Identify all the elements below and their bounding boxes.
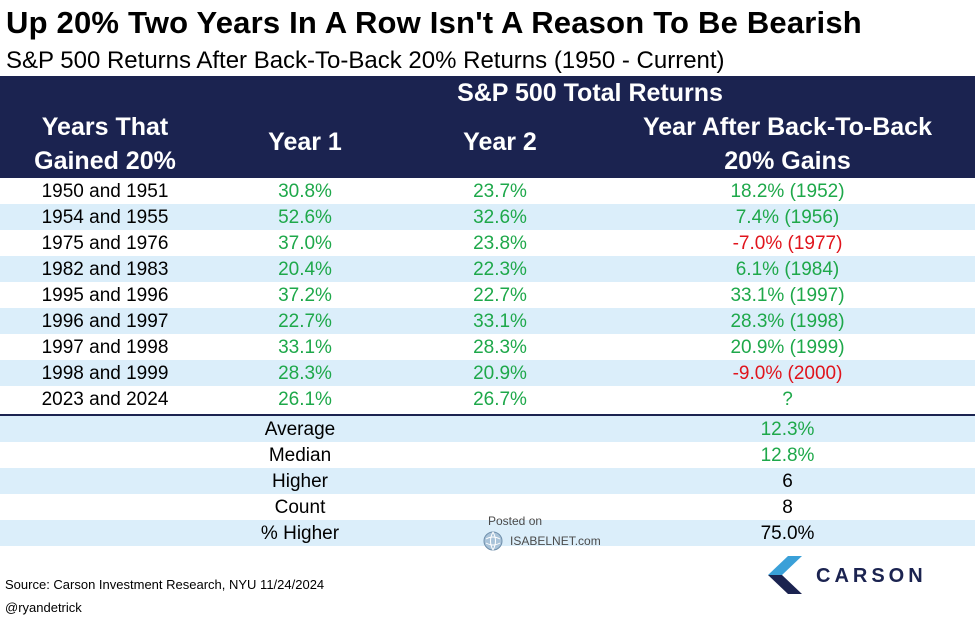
cell-year1: 37.0% — [278, 233, 332, 254]
summary-value: 12.3% — [760, 419, 815, 440]
chart-title: Up 20% Two Years In A Row Isn't A Reason… — [6, 5, 862, 40]
cell-year-after: 28.3% (1998) — [730, 311, 845, 332]
header-group-title: S&P 500 Total Returns — [457, 79, 723, 107]
table-row: 1996 and 1997 22.7% 33.1% 28.3% (1998) — [0, 308, 975, 334]
header-year-after-line2: 20% Gains — [724, 147, 851, 175]
cell-year2: 32.6% — [473, 207, 527, 228]
table-row: 1982 and 1983 20.4% 22.3% 6.1% (1984) — [0, 256, 975, 282]
watermark-posted-label: Posted on — [488, 514, 543, 528]
summary-table: Average 12.3% Median 12.8% Higher 6 Coun… — [0, 416, 975, 546]
summary-row-higher: Higher 6 — [0, 468, 975, 494]
summary-row-count: Count 8 — [0, 494, 975, 520]
summary-value: 8 — [782, 497, 793, 518]
watermark: Posted on ISABELNET.com — [480, 514, 630, 554]
carson-logo-mark-icon — [768, 556, 802, 594]
cell-year2: 23.8% — [473, 233, 527, 254]
cell-years: 1982 and 1983 — [41, 259, 169, 280]
summary-label: % Higher — [260, 523, 340, 544]
carson-logo: CARSON — [768, 556, 958, 594]
cell-year1: 22.7% — [278, 311, 332, 332]
cell-year2: 23.7% — [473, 181, 527, 202]
summary-row-median: Median 12.8% — [0, 442, 975, 468]
summary-label: Higher — [272, 471, 328, 492]
cell-year2: 33.1% — [473, 311, 527, 332]
header-years-gained-line1: Years That — [41, 113, 169, 141]
author-handle: @ryandetrick — [5, 600, 82, 615]
summary-label: Count — [274, 497, 326, 518]
chart-subtitle: S&P 500 Returns After Back-To-Back 20% R… — [6, 47, 725, 74]
table-row: 1950 and 1951 30.8% 23.7% 18.2% (1952) — [0, 178, 975, 204]
watermark-site: ISABELNET.com — [510, 534, 601, 548]
table-row: 1975 and 1976 37.0% 23.8% -7.0% (1977) — [0, 230, 975, 256]
cell-year-after: 6.1% (1984) — [735, 259, 840, 280]
cell-years: 2023 and 2024 — [41, 389, 169, 410]
cell-year1: 52.6% — [278, 207, 332, 228]
cell-year2: 22.3% — [473, 259, 527, 280]
table-row: 1997 and 1998 33.1% 28.3% 20.9% (1999) — [0, 334, 975, 360]
cell-year1: 30.8% — [278, 181, 332, 202]
summary-value: 75.0% — [760, 523, 815, 544]
cell-year1: 26.1% — [278, 389, 332, 410]
cell-year1: 20.4% — [278, 259, 332, 280]
cell-year2: 26.7% — [473, 389, 527, 410]
cell-year1: 33.1% — [278, 337, 332, 358]
cell-year-after: 33.1% (1997) — [730, 285, 845, 306]
summary-value: 12.8% — [760, 445, 815, 466]
cell-year1: 37.2% — [278, 285, 332, 306]
cell-year2: 22.7% — [473, 285, 527, 306]
cell-year-after: 18.2% (1952) — [730, 181, 845, 202]
cell-year-after: 7.4% (1956) — [735, 207, 840, 228]
cell-years: 1995 and 1996 — [41, 285, 169, 306]
header-year-1: Year 1 — [268, 128, 342, 156]
cell-years: 1950 and 1951 — [41, 181, 169, 202]
source-note: Source: Carson Investment Research, NYU … — [5, 577, 325, 592]
table-header: S&P 500 Total Returns Years That Gained … — [0, 76, 975, 178]
table-row: 1998 and 1999 28.3% 20.9% -9.0% (2000) — [0, 360, 975, 386]
cell-years: 1997 and 1998 — [41, 337, 169, 358]
table-row: 1995 and 1996 37.2% 22.7% 33.1% (1997) — [0, 282, 975, 308]
cell-year2: 28.3% — [473, 337, 527, 358]
globe-icon — [483, 531, 503, 551]
table-row: 2023 and 2024 26.1% 26.7% ? — [0, 386, 975, 412]
carson-logo-word: CARSON — [816, 565, 927, 587]
summary-row-average: Average 12.3% — [0, 416, 975, 442]
header-year-after: Year After Back-To-Back 20% Gains — [600, 110, 975, 178]
cell-years: 1996 and 1997 — [41, 311, 169, 332]
table-row: 1954 and 1955 52.6% 32.6% 7.4% (1956) — [0, 204, 975, 230]
summary-value: 6 — [782, 471, 793, 492]
cell-years: 1954 and 1955 — [41, 207, 169, 228]
table-body: 1950 and 1951 30.8% 23.7% 18.2% (1952) 1… — [0, 178, 975, 412]
cell-year-after: 20.9% (1999) — [730, 337, 845, 358]
cell-year1: 28.3% — [278, 363, 332, 384]
cell-years: 1975 and 1976 — [41, 233, 169, 254]
header-year-2: Year 2 — [463, 128, 537, 156]
cell-year-after: -9.0% (2000) — [732, 363, 843, 384]
header-years-gained-line2: Gained 20% — [34, 147, 176, 175]
header-years-gained: Years That Gained 20% — [0, 110, 210, 178]
header-year-after-line1: Year After Back-To-Back — [642, 113, 932, 141]
summary-divider — [0, 414, 975, 416]
cell-year2: 20.9% — [473, 363, 527, 384]
cell-years: 1998 and 1999 — [41, 363, 169, 384]
summary-label: Average — [264, 419, 336, 440]
summary-label: Median — [268, 445, 332, 466]
cell-year-after: -7.0% (1977) — [732, 233, 843, 254]
cell-year-after: ? — [782, 389, 793, 410]
